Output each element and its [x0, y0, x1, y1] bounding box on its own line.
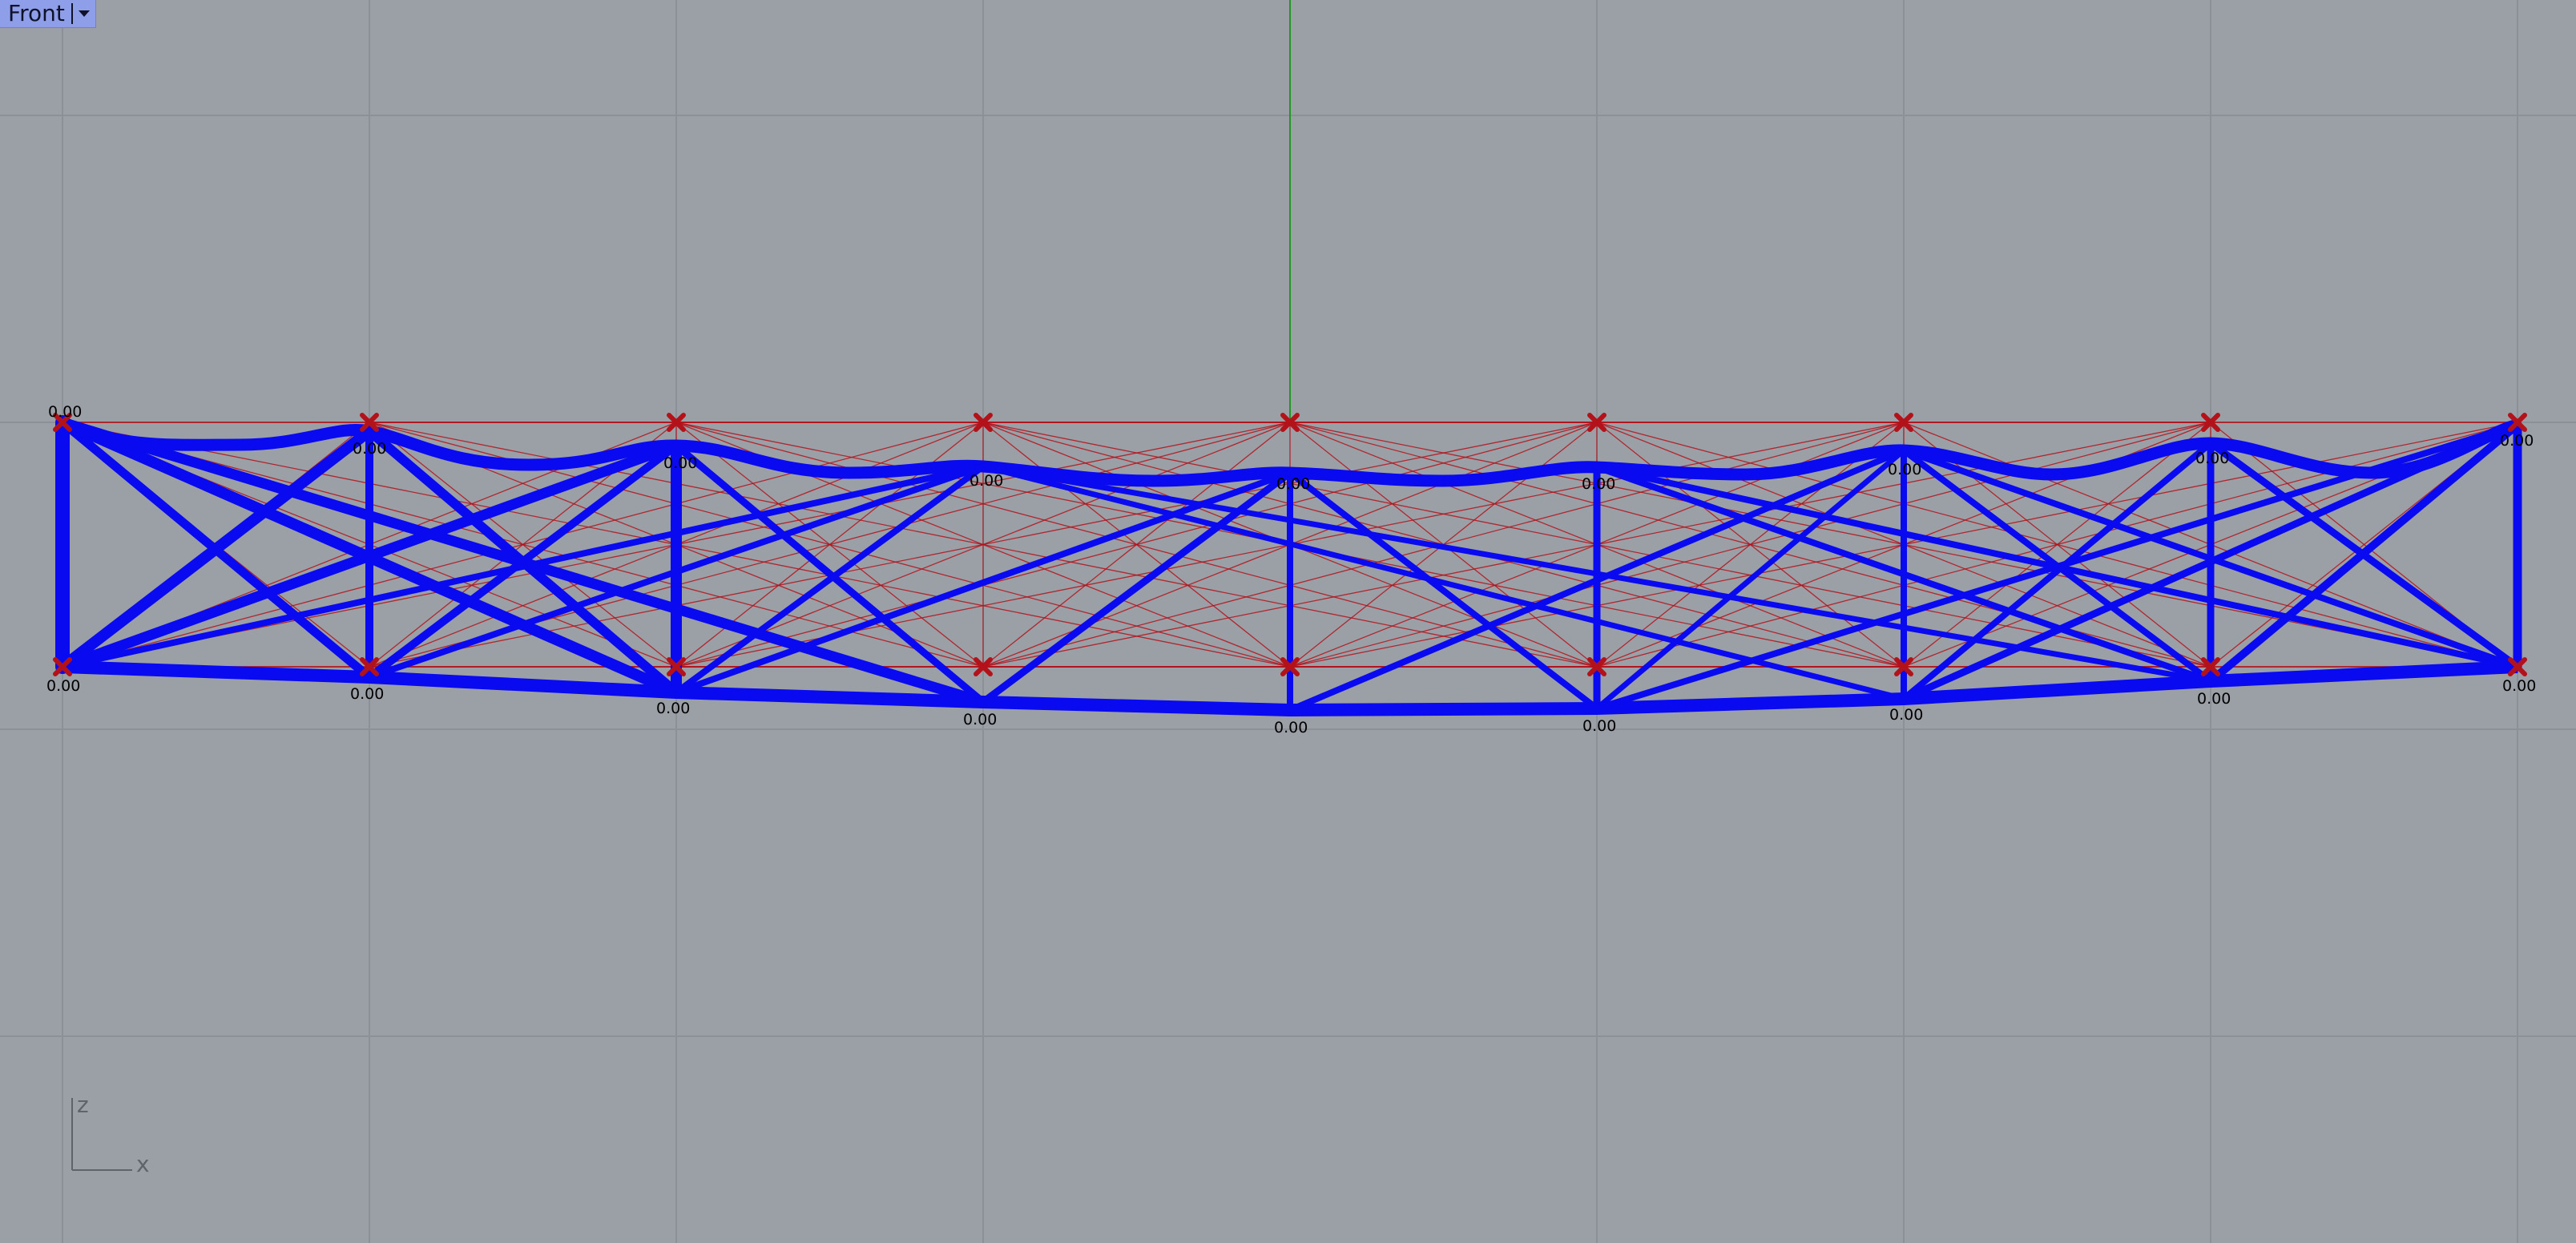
truss-member-17 — [1287, 470, 1600, 712]
bottom-node-label: 0.00 — [1889, 706, 1923, 724]
x-axis-label: x — [136, 1151, 150, 1177]
truss-member-4 — [57, 426, 375, 672]
axis-indicator: z x — [71, 1092, 150, 1177]
top-node-label: 0.00 — [48, 403, 82, 421]
x-mark-icon — [1894, 657, 1913, 676]
truss-member-31 — [1594, 422, 2521, 712]
support-markers — [53, 413, 2527, 676]
truss-member-24 — [1594, 447, 1907, 712]
top-node-label: 0.00 — [2195, 450, 2229, 467]
chevron-down-icon[interactable] — [73, 0, 95, 27]
truss-member-14 — [673, 470, 1293, 696]
x-mark-icon — [360, 657, 379, 676]
z-axis-label: z — [77, 1092, 89, 1118]
top-node-label: 0.00 — [353, 440, 386, 458]
top-node-label: 0.00 — [2500, 432, 2534, 450]
tab-separator — [71, 3, 73, 24]
truss-member-13 — [673, 463, 986, 696]
ground-line — [1903, 422, 2211, 668]
truss-member-32 — [1900, 421, 2522, 703]
x-mark-icon — [667, 413, 686, 432]
x-mark-icon — [2508, 413, 2527, 432]
x-mark-icon — [2201, 413, 2220, 432]
bottom-node-label: 0.00 — [46, 677, 80, 695]
bottom-node-label: 0.00 — [2502, 677, 2536, 695]
bottom-node-label: 0.00 — [1582, 717, 1616, 735]
truss-member-33 — [2207, 421, 2522, 685]
x-mark-icon — [53, 657, 72, 676]
viewport-title[interactable]: Front — [8, 0, 65, 26]
truss-member-23 — [1287, 447, 1907, 713]
top-node-label: 0.00 — [970, 472, 1003, 490]
x-mark-icon — [1280, 413, 1300, 432]
top-node-label: 0.00 — [1888, 461, 1921, 478]
node-labels: 0.00 0.00 0.00 0.00 0.00 0.00 0.00 0.00 0.00 0.00… — [46, 403, 2536, 737]
top-node-label: 0.00 — [1276, 475, 1310, 493]
truss-member-11 — [59, 463, 986, 670]
bottom-node-label: 0.00 — [350, 685, 384, 703]
x-mark-icon — [974, 657, 993, 676]
x-mark-icon — [1587, 657, 1606, 676]
x-mark-icon — [1894, 413, 1913, 432]
bottom-node-label: 0.00 — [963, 711, 997, 728]
top-node-label: 0.00 — [1582, 475, 1615, 493]
truss-member-7 — [57, 440, 682, 672]
x-mark-icon — [53, 413, 72, 432]
truss-member-12 — [366, 463, 986, 680]
x-mark-icon — [2201, 657, 2220, 676]
viewport-tab[interactable]: Front — [0, 0, 96, 28]
x-mark-icon — [1280, 657, 1300, 676]
top-node-label: 0.00 — [663, 454, 697, 472]
x-mark-icon — [974, 413, 993, 432]
bottom-node-label: 0.00 — [656, 700, 690, 717]
x-mark-icon — [1587, 413, 1606, 432]
truss-member-28 — [1901, 440, 2214, 702]
x-mark-icon — [360, 413, 379, 432]
truss-member-10 — [672, 442, 987, 706]
x-mark-icon — [2508, 657, 2527, 676]
truss-member-8 — [365, 442, 680, 681]
bottom-node-label: 0.00 — [2197, 690, 2231, 708]
bottom-node-label: 0.00 — [1274, 719, 1308, 737]
x-mark-icon — [667, 657, 686, 676]
ground-line — [982, 422, 1291, 668]
truss-members — [55, 415, 2522, 716]
